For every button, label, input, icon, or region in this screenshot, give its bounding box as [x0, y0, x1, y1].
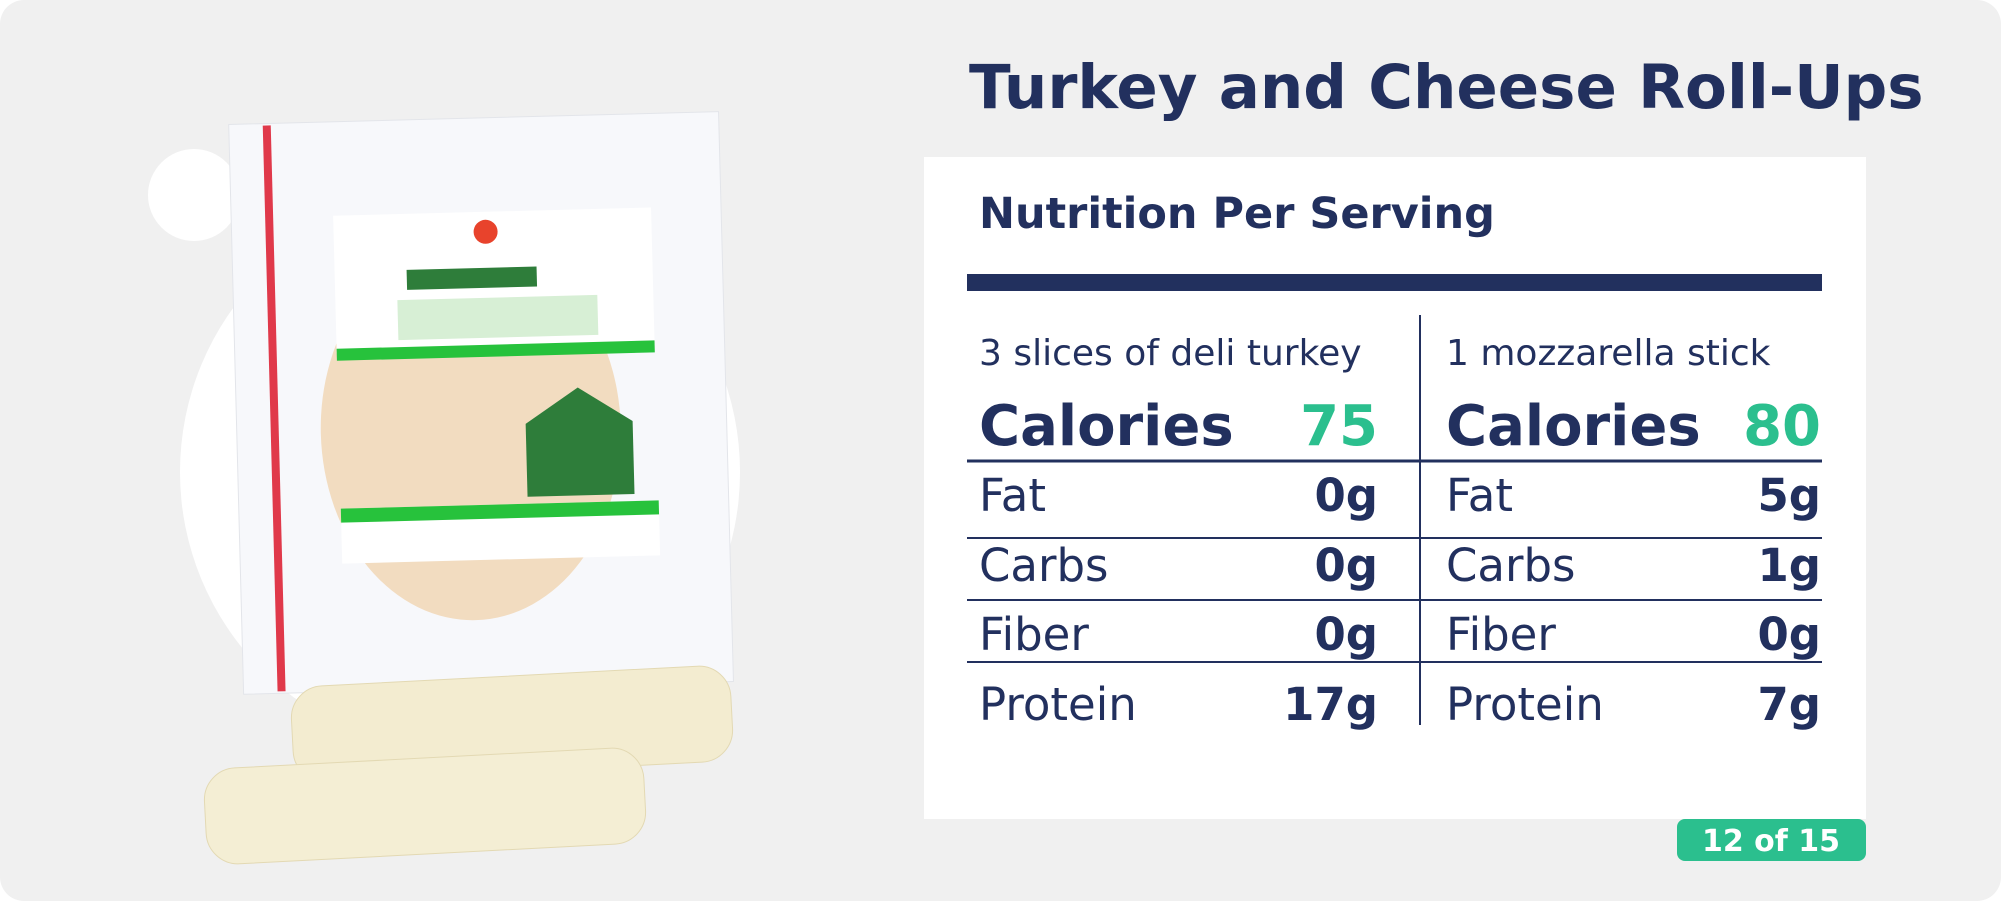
nutrient-value: 1g [1757, 539, 1821, 592]
serving-size: 1 mozzarella stick [1446, 333, 1771, 374]
label-band [340, 500, 660, 523]
calories-label: Calories [979, 394, 1234, 459]
pager-badge [1677, 819, 1866, 861]
nutrient-name: Protein [979, 678, 1137, 731]
calories-label: Calories [1446, 394, 1701, 459]
pager: 12 of 15 [1702, 824, 1840, 859]
package-strip [262, 125, 286, 692]
nutrient-name: Carbs [1446, 539, 1576, 592]
nutrient-value: 0g [1314, 539, 1378, 592]
nutrient-value: 5g [1757, 469, 1821, 522]
nutrient-name: Fiber [979, 608, 1089, 661]
nutrient-name: Fiber [1446, 608, 1556, 661]
nutrient-value: 17g [1283, 678, 1378, 731]
logo-bar [406, 266, 538, 290]
cheese-stick [203, 747, 647, 865]
nutrient-value: 0g [1314, 608, 1378, 661]
nutrient-name: Carbs [979, 539, 1109, 592]
heading-rule [967, 274, 1822, 291]
nutrient-name: Fat [979, 469, 1046, 522]
nutrient-name: Fat [1446, 469, 1513, 522]
label-text-block [397, 294, 599, 341]
nutrient-value: 0g [1314, 469, 1378, 522]
title: Turkey and Cheese Roll-Ups [969, 52, 1924, 123]
logo-apple [473, 219, 498, 244]
nutrition-card [924, 157, 1866, 819]
backdrop-dot [148, 149, 240, 241]
card-heading: Nutrition Per Serving [979, 189, 1495, 239]
calories-value: 80 [1743, 394, 1821, 459]
barn [525, 387, 635, 497]
serving-size: 3 slices of deli turkey [979, 333, 1362, 374]
nutrient-value: 7g [1757, 678, 1821, 731]
nutrient-value: 0g [1757, 608, 1821, 661]
calories-value: 75 [1300, 394, 1378, 459]
label-band [336, 340, 655, 361]
turkey-package [228, 111, 734, 695]
nutrient-name: Protein [1446, 678, 1604, 731]
